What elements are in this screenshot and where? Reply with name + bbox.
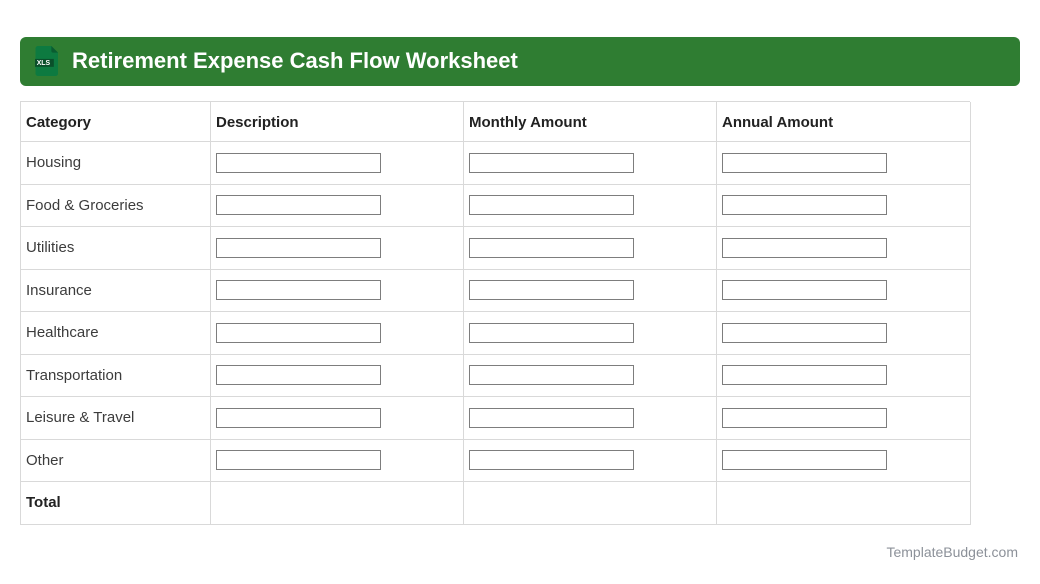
svg-text:XLS: XLS: [37, 60, 51, 67]
